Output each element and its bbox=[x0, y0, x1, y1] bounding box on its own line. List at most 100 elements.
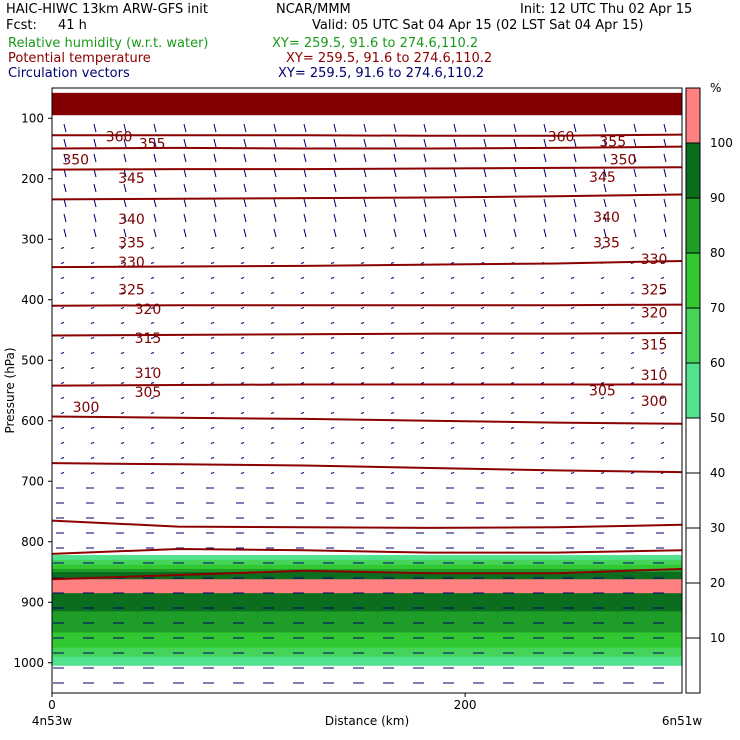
vector-arrow bbox=[450, 382, 455, 384]
vector-arrow bbox=[450, 412, 455, 414]
vector-arrow bbox=[240, 382, 245, 384]
vector-arrow bbox=[600, 247, 605, 249]
theta-label-315: 315 bbox=[135, 331, 162, 347]
vector-arrow bbox=[63, 198, 67, 208]
theta-label-350: 350 bbox=[62, 153, 89, 169]
vector-arrow bbox=[60, 337, 65, 339]
vector-arrow bbox=[663, 198, 667, 208]
vector-arrow bbox=[183, 213, 187, 223]
vector-arrow bbox=[363, 138, 367, 148]
vector-arrow bbox=[453, 213, 457, 223]
theta-contour-335 bbox=[51, 303, 683, 307]
vector-arrow bbox=[303, 153, 307, 163]
colorbar-segment bbox=[686, 198, 700, 253]
vector-arrow bbox=[390, 277, 395, 279]
vector-arrow bbox=[270, 382, 275, 384]
vector-arrow bbox=[60, 307, 65, 309]
vector-arrow bbox=[273, 168, 277, 178]
vector-arrow bbox=[393, 138, 397, 148]
vector-arrow bbox=[60, 247, 65, 249]
vector-arrow bbox=[570, 292, 575, 294]
vector-arrow bbox=[480, 277, 485, 279]
vector-arrow bbox=[240, 247, 245, 249]
y-tick-label: 600 bbox=[21, 414, 44, 428]
vector-arrow bbox=[600, 382, 605, 384]
vector-arrow bbox=[90, 322, 95, 324]
rh-layer-100 bbox=[52, 92, 682, 116]
vector-arrow bbox=[60, 412, 65, 414]
vector-arrow bbox=[60, 262, 65, 264]
theta-contour-345 bbox=[51, 193, 683, 201]
vector-arrow bbox=[360, 442, 365, 444]
vector-arrow bbox=[450, 277, 455, 279]
vector-arrow bbox=[630, 247, 635, 249]
vector-arrow bbox=[510, 367, 515, 369]
vector-arrow bbox=[483, 198, 487, 208]
vector-arrow bbox=[360, 277, 365, 279]
vector-arrow bbox=[180, 382, 185, 384]
field-theta-xy: XY= 259.5, 91.6 to 274.6,110.2 bbox=[286, 51, 493, 66]
vector-arrow bbox=[303, 138, 307, 148]
vector-arrow bbox=[543, 228, 547, 238]
theta-label-360: 360 bbox=[548, 130, 575, 146]
vector-arrow bbox=[540, 337, 545, 339]
vector-arrow bbox=[210, 247, 215, 249]
vector-arrow bbox=[423, 123, 427, 133]
vector-arrow bbox=[333, 228, 337, 238]
vector-arrow bbox=[633, 153, 637, 163]
x-tick-label: 200 bbox=[454, 698, 477, 712]
vector-arrow bbox=[180, 472, 185, 474]
vector-arrow bbox=[393, 198, 397, 208]
vector-arrow bbox=[90, 367, 95, 369]
vector-arrow bbox=[423, 138, 427, 148]
vector-arrow bbox=[483, 138, 487, 148]
axes: 100 200 300 400 500 600 700 800 900 1000 0 200 4n53w… bbox=[3, 87, 702, 728]
vector-arrow bbox=[510, 457, 515, 459]
vector-arrow bbox=[390, 367, 395, 369]
vector-arrow bbox=[633, 228, 637, 238]
vector-arrow bbox=[480, 427, 485, 429]
colorbar-tick-label: 30 bbox=[710, 521, 725, 535]
vector-arrow bbox=[510, 352, 515, 354]
vector-arrow bbox=[600, 472, 605, 474]
vector-arrow bbox=[483, 228, 487, 238]
colorbar-segment bbox=[686, 88, 700, 143]
vector-arrow bbox=[183, 228, 187, 238]
vector-arrow bbox=[393, 228, 397, 238]
y-tick-label: 800 bbox=[21, 535, 44, 549]
vector-arrow bbox=[270, 397, 275, 399]
field-vectors-xy: XY= 259.5, 91.6 to 274.6,110.2 bbox=[278, 66, 485, 81]
vector-arrow bbox=[60, 382, 65, 384]
vector-arrow bbox=[450, 352, 455, 354]
vector-arrow bbox=[543, 168, 547, 178]
vector-arrow bbox=[93, 153, 97, 163]
vector-arrow bbox=[420, 322, 425, 324]
y-tick-label: 400 bbox=[21, 293, 44, 307]
vector-arrow bbox=[363, 213, 367, 223]
field-rh-label: Relative humidity (w.r.t. water) bbox=[8, 36, 209, 51]
vector-arrow bbox=[420, 427, 425, 429]
theta-label-320: 320 bbox=[641, 306, 668, 322]
vector-arrow bbox=[630, 472, 635, 474]
vector-arrow bbox=[120, 322, 125, 324]
vector-arrow bbox=[540, 472, 545, 474]
vector-arrow bbox=[603, 153, 607, 163]
theta-label-315: 315 bbox=[641, 338, 668, 354]
vector-arrow bbox=[420, 277, 425, 279]
vector-arrow bbox=[660, 247, 665, 249]
vector-arrow bbox=[450, 322, 455, 324]
theta-contour-325 bbox=[51, 383, 682, 387]
vector-arrow bbox=[663, 123, 667, 133]
vector-arrow bbox=[243, 183, 247, 193]
vector-arrow bbox=[60, 397, 65, 399]
x-tick-label: 0 bbox=[48, 698, 56, 712]
vector-arrow bbox=[123, 153, 127, 163]
vector-arrow bbox=[600, 337, 605, 339]
vector-arrow bbox=[663, 228, 667, 238]
vector-arrow bbox=[540, 397, 545, 399]
vector-arrow bbox=[393, 168, 397, 178]
vector-arrow bbox=[633, 123, 637, 133]
vector-arrow bbox=[330, 457, 335, 459]
vector-arrow bbox=[360, 397, 365, 399]
